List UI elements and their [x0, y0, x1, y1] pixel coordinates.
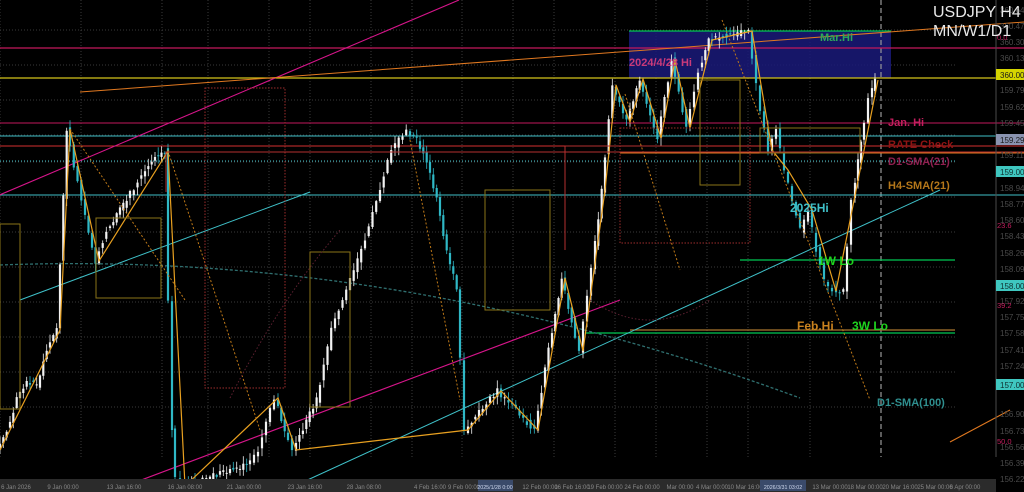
svg-text:4 Mar 00:00: 4 Mar 00:00 — [696, 485, 729, 491]
svg-text:159.454: 159.454 — [1000, 119, 1024, 128]
svg-text:157.000: 157.000 — [1000, 381, 1024, 390]
svg-text:16 Feb 16:00: 16 Feb 16:00 — [554, 485, 590, 491]
svg-text:21 Jan 00:00: 21 Jan 00:00 — [227, 485, 262, 491]
svg-text:158.000: 158.000 — [1000, 282, 1024, 291]
svg-text:Jan. Hi: Jan. Hi — [888, 117, 924, 129]
svg-text:23 Jan 16:00: 23 Jan 16:00 — [288, 485, 323, 491]
svg-text:159.000: 159.000 — [1000, 168, 1024, 177]
svg-text:158.774: 158.774 — [1000, 200, 1024, 209]
svg-text:159.794: 159.794 — [1000, 86, 1024, 95]
svg-text:159.296: 159.296 — [1000, 136, 1024, 145]
svg-text:RATE Check: RATE Check — [888, 139, 954, 151]
svg-text:19 Feb 00:00: 19 Feb 00:00 — [587, 485, 623, 491]
svg-text:23.6: 23.6 — [997, 221, 1012, 230]
svg-text:Feb.Hi: Feb.Hi — [797, 319, 834, 333]
svg-text:3W Lo: 3W Lo — [852, 319, 888, 333]
svg-text:50.0: 50.0 — [997, 437, 1012, 446]
svg-text:Mar.Hi: Mar.Hi — [820, 32, 853, 44]
svg-text:16 Jan 08:00: 16 Jan 08:00 — [168, 485, 203, 491]
svg-text:159.114: 159.114 — [1000, 151, 1024, 160]
svg-text:10 Mar 16:00: 10 Mar 16:00 — [727, 485, 763, 491]
svg-text:2025Hi: 2025Hi — [790, 201, 829, 215]
svg-text:9 Feb 00:00: 9 Feb 00:00 — [448, 485, 481, 491]
svg-text:156.734: 156.734 — [1000, 427, 1024, 436]
svg-text:13 Mar 00:00: 13 Mar 00:00 — [812, 485, 848, 491]
svg-text:9 Jan 00:00: 9 Jan 00:00 — [47, 485, 79, 491]
svg-text:MN/W1/D1: MN/W1/D1 — [933, 23, 1011, 40]
svg-text:6 Apr 00:00: 6 Apr 00:00 — [950, 485, 981, 491]
svg-text:18 Mar 00:00: 18 Mar 00:00 — [847, 485, 883, 491]
svg-text:25 Mar 00:00: 25 Mar 00:00 — [917, 485, 953, 491]
svg-text:158.094: 158.094 — [1000, 265, 1024, 274]
svg-text:39.2: 39.2 — [997, 301, 1012, 310]
svg-text:20 Mar 16:00: 20 Mar 16:00 — [882, 485, 918, 491]
svg-text:24 Feb 00:00: 24 Feb 00:00 — [624, 485, 660, 491]
svg-text:360.134: 360.134 — [1000, 54, 1024, 63]
svg-text:156.224: 156.224 — [1000, 475, 1024, 484]
svg-text:158.944: 158.944 — [1000, 184, 1024, 193]
svg-text:H4-SMA(21): H4-SMA(21) — [888, 180, 950, 192]
svg-text:USDJPY H4: USDJPY H4 — [933, 4, 1021, 21]
svg-text:156.904: 156.904 — [1000, 410, 1024, 419]
svg-text:13 Jan 16:00: 13 Jan 16:00 — [107, 485, 142, 491]
svg-text:159.624: 159.624 — [1000, 103, 1024, 112]
svg-text:D1-SMA(21): D1-SMA(21) — [888, 156, 950, 168]
svg-text:157.754: 157.754 — [1000, 313, 1024, 322]
svg-text:2024/4/28 Hi: 2024/4/28 Hi — [629, 57, 692, 69]
svg-text:156.394: 156.394 — [1000, 459, 1024, 468]
svg-text:157.414: 157.414 — [1000, 346, 1024, 355]
svg-text:157.584: 157.584 — [1000, 329, 1024, 338]
svg-text:158.434: 158.434 — [1000, 232, 1024, 241]
svg-text:157.244: 157.244 — [1000, 362, 1024, 371]
svg-text:360.000: 360.000 — [1000, 71, 1024, 80]
svg-text:1W Lo: 1W Lo — [818, 254, 854, 268]
svg-text:158.264: 158.264 — [1000, 249, 1024, 258]
svg-text:6 Jan 2026: 6 Jan 2026 — [1, 485, 31, 491]
svg-text:12 Feb 00:00: 12 Feb 00:00 — [522, 485, 558, 491]
svg-text:D1-SMA(100): D1-SMA(100) — [877, 397, 945, 409]
svg-text:Mar 00:00: Mar 00:00 — [666, 485, 694, 491]
svg-text:28 Jan 08:00: 28 Jan 08:00 — [347, 485, 382, 491]
svg-text:4 Feb 16:00: 4 Feb 16:00 — [414, 485, 447, 491]
svg-text:2026/3/31 03:02: 2026/3/31 03:02 — [764, 485, 802, 491]
svg-text:2025/1/28 0:00: 2025/1/28 0:00 — [477, 485, 512, 491]
